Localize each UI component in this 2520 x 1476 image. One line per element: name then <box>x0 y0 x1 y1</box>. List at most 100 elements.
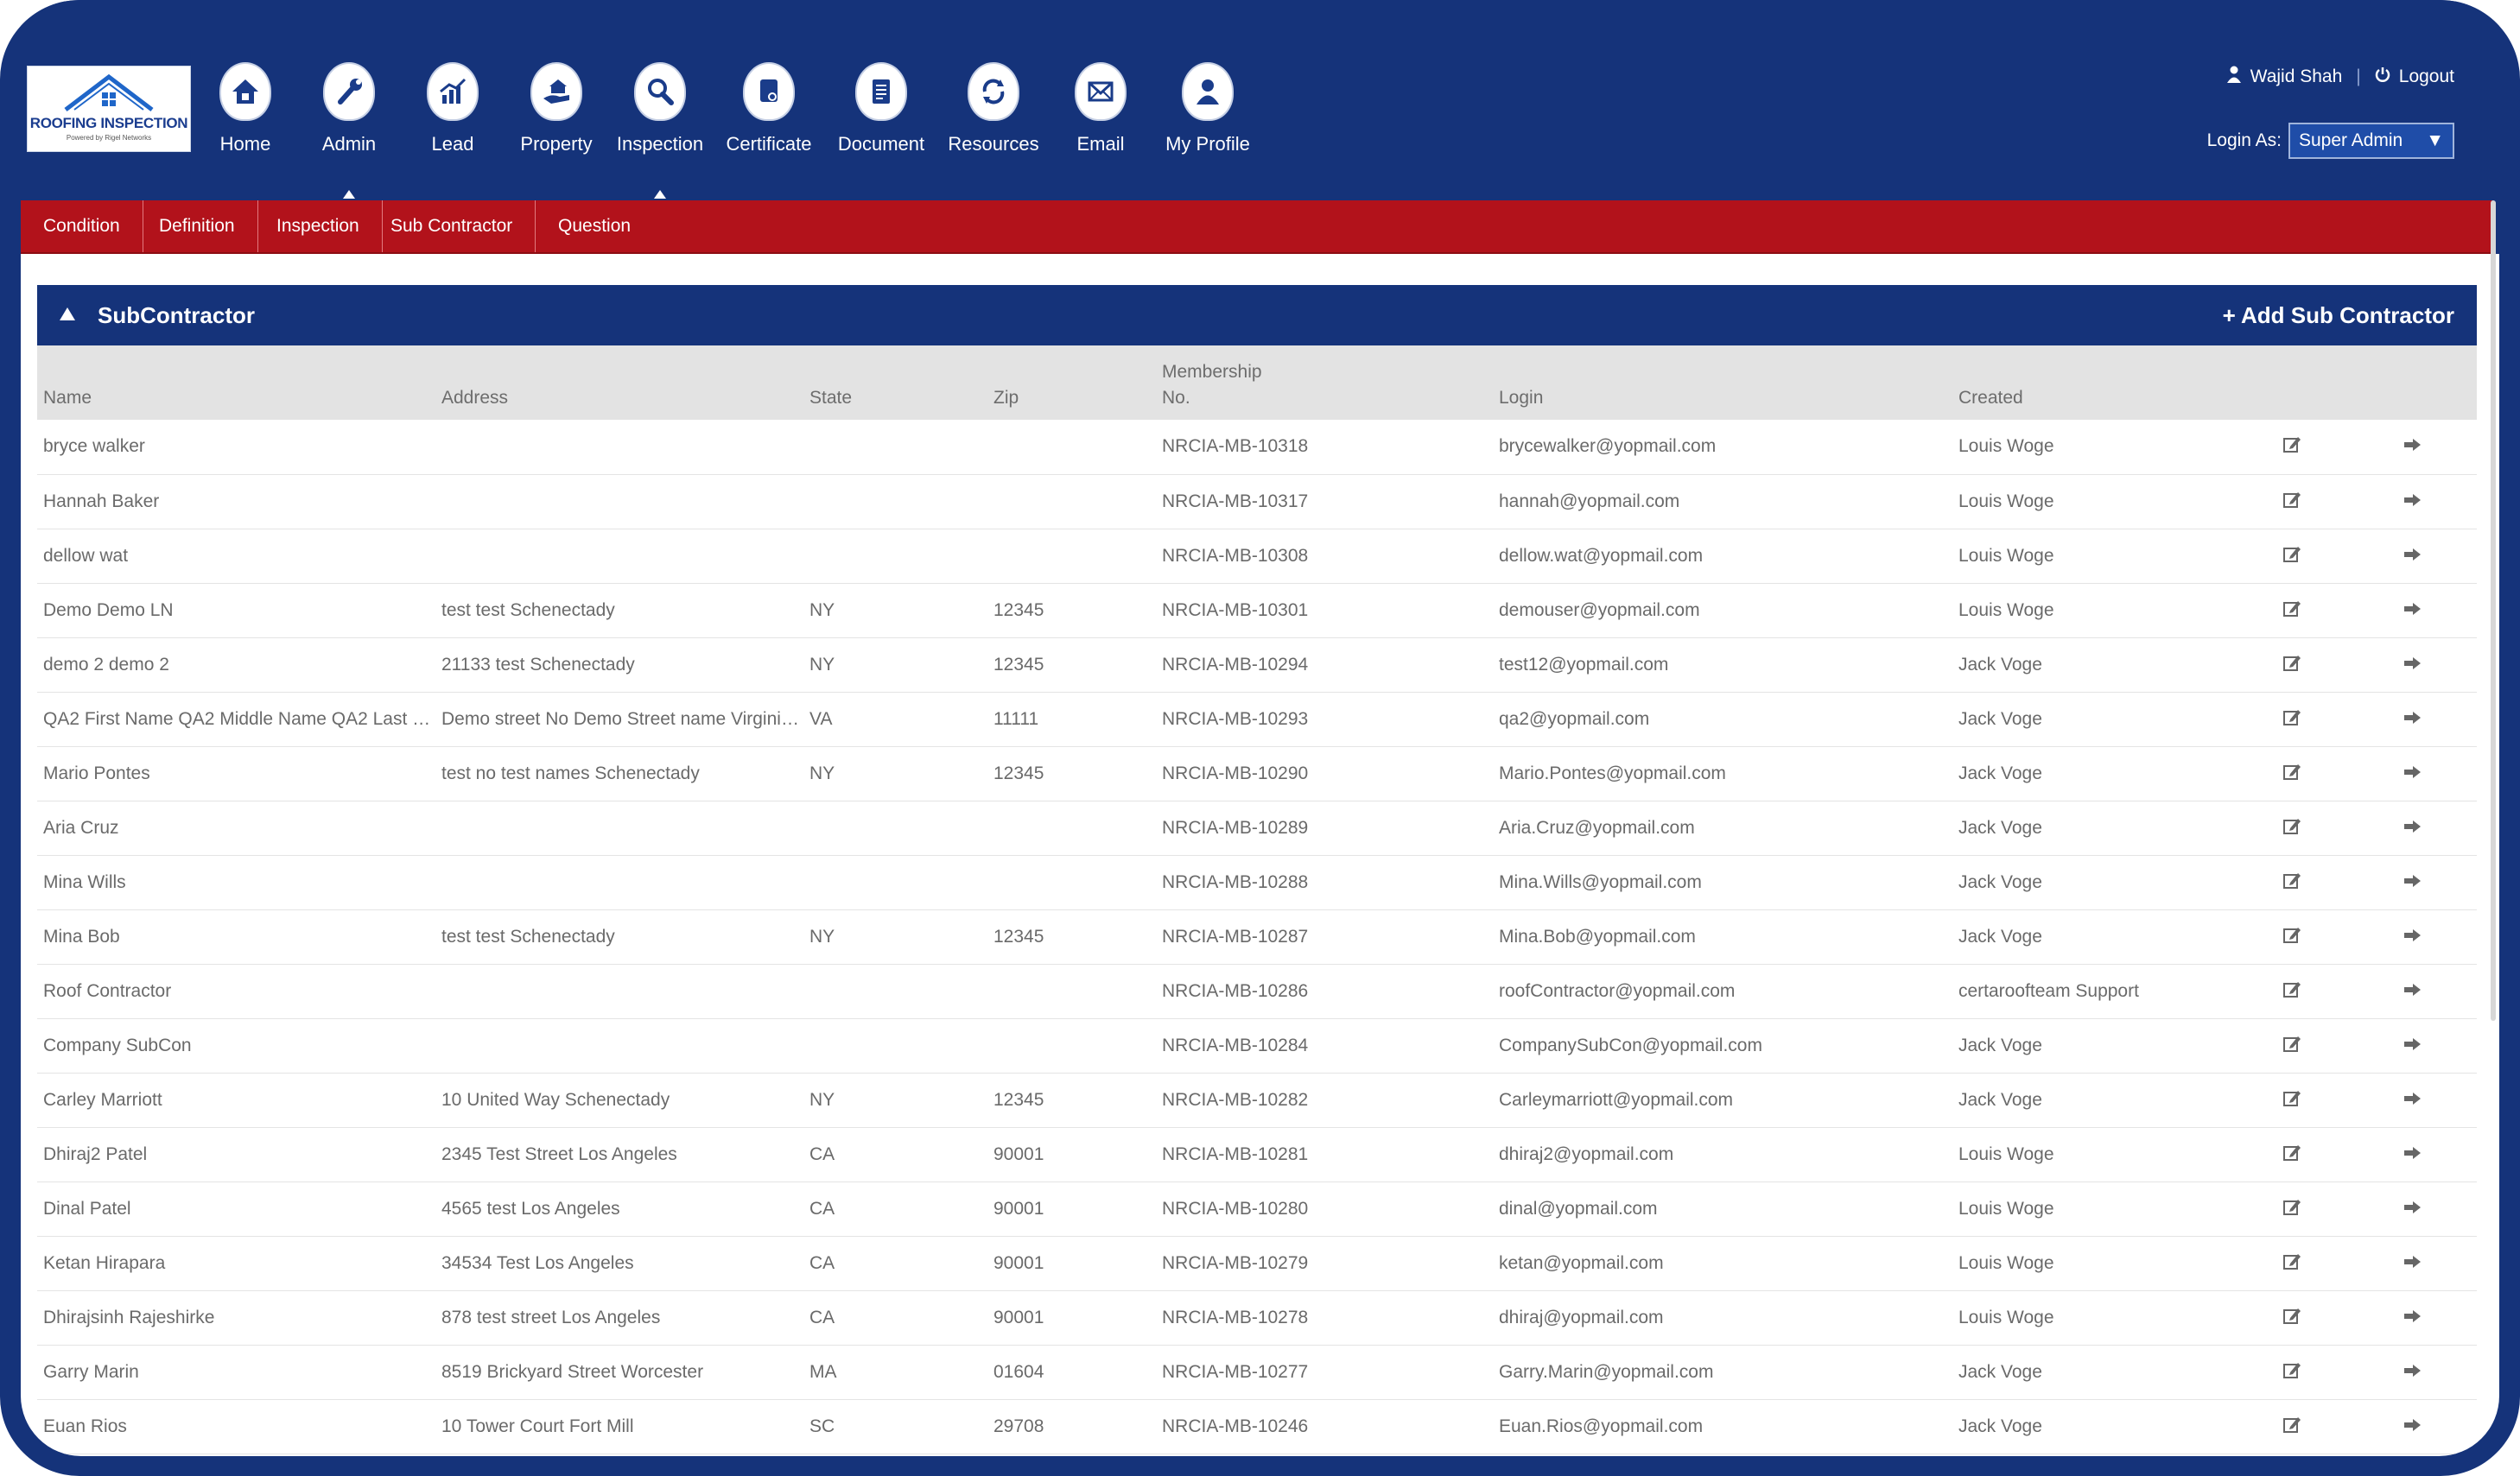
col-state[interactable]: State <box>809 388 853 408</box>
collapse-triangle-icon[interactable] <box>60 307 75 320</box>
subnav-inspection[interactable]: Inspection <box>254 200 383 252</box>
table-row[interactable]: QA2 First Name QA2 Middle Name QA2 Last … <box>37 692 2477 746</box>
subnav-question[interactable]: Question <box>558 216 632 236</box>
nav-inspection[interactable]: Inspection <box>608 62 712 199</box>
nav-certificate[interactable]: Certificate <box>717 62 821 155</box>
table-row[interactable]: Dinal Patel 4565 test Los Angeles CA 90001 N… <box>37 1181 2477 1236</box>
logout-link[interactable]: Logout <box>2398 67 2454 86</box>
cell-edit <box>2236 801 2348 855</box>
edit-icon[interactable] <box>2282 925 2301 949</box>
table-row[interactable]: demo 2 demo 2 21133 test Schenectady NY 123… <box>37 637 2477 692</box>
login-as-arrow-icon[interactable] <box>2403 1308 2422 1328</box>
nav-my-profile[interactable]: My Profile <box>1156 62 1260 155</box>
nav-resources[interactable]: Resources <box>942 62 1045 155</box>
cell-name: Mario Pontes <box>43 763 150 783</box>
login-as-arrow-icon[interactable] <box>2403 818 2422 839</box>
table-row[interactable]: Hannah Baker NRCIA-MB-10317 hannah@yopmail… <box>37 474 2477 529</box>
login-as-arrow-icon[interactable] <box>2403 1199 2422 1219</box>
table-row[interactable]: Ketan Hirapara 34534 Test Los Angeles CA 90… <box>37 1236 2477 1290</box>
table-row[interactable]: Carley Marriott 10 United Way Schenectady… <box>37 1073 2477 1127</box>
login-as-arrow-icon[interactable] <box>2403 546 2422 567</box>
cell-edit <box>2236 529 2348 583</box>
edit-icon[interactable] <box>2282 434 2301 459</box>
edit-icon[interactable] <box>2282 816 2301 840</box>
edit-icon[interactable] <box>2282 653 2301 677</box>
login-as-arrow-icon[interactable] <box>2403 927 2422 947</box>
nav-admin[interactable]: Admin <box>297 62 401 199</box>
col-login[interactable]: Login <box>1499 388 1544 408</box>
login-as-arrow-icon[interactable] <box>2403 981 2422 1002</box>
login-as-arrow-icon[interactable] <box>2403 600 2422 621</box>
cell-created: Jack Voge <box>1958 817 2042 838</box>
edit-icon[interactable] <box>2282 979 2301 1004</box>
login-as-arrow-icon[interactable] <box>2403 763 2422 784</box>
login-as-arrow-icon[interactable] <box>2403 1416 2422 1437</box>
table-row[interactable]: Roof Contractor NRCIA-MB-10286 roofContrac… <box>37 964 2477 1018</box>
table-row[interactable]: Dhiraj2 Patel 2345 Test Street Los Angele… <box>37 1127 2477 1181</box>
edit-icon[interactable] <box>2282 599 2301 623</box>
edit-icon[interactable] <box>2282 490 2301 514</box>
edit-icon[interactable] <box>2282 1143 2301 1167</box>
table-row[interactable]: Mina Bob test test Schenectady NY 12345 NRCI… <box>37 909 2477 964</box>
edit-icon[interactable] <box>2282 1088 2301 1112</box>
table-row[interactable]: Demo Demo LN test test Schenectady NY 12345… <box>37 583 2477 637</box>
add-sub-contractor-button[interactable]: + Add Sub Contractor <box>2222 301 2454 328</box>
edit-icon[interactable] <box>2282 1306 2301 1330</box>
edit-icon[interactable] <box>2282 871 2301 895</box>
edit-icon[interactable] <box>2282 544 2301 568</box>
cell-action <box>2348 1236 2477 1290</box>
login-as-arrow-icon[interactable] <box>2403 1144 2422 1165</box>
login-as-select[interactable]: Super Admin ▼ <box>2288 123 2454 159</box>
edit-icon[interactable] <box>2282 1360 2301 1384</box>
login-as-arrow-icon[interactable] <box>2403 491 2422 512</box>
login-as-arrow-icon[interactable] <box>2403 709 2422 730</box>
table-row[interactable]: dellow wat NRCIA-MB-10308 dellow.wat@yopma… <box>37 529 2477 583</box>
edit-icon[interactable] <box>2282 707 2301 732</box>
table-row[interactable]: Mario Pontes test no test names Schenecta… <box>37 746 2477 801</box>
login-as-arrow-icon[interactable] <box>2403 872 2422 893</box>
cell-action <box>2348 1073 2477 1127</box>
scrollbar[interactable] <box>2491 200 2496 1021</box>
subnav-definition[interactable]: Definition <box>136 200 258 252</box>
subnav-sub-contractor[interactable]: Sub Contractor <box>368 200 536 252</box>
edit-icon[interactable] <box>2282 1415 2301 1439</box>
col-zip[interactable]: Zip <box>993 388 1019 408</box>
cell-action <box>2348 964 2477 1018</box>
login-as-arrow-icon[interactable] <box>2403 1036 2422 1056</box>
user-name[interactable]: Wajid Shah <box>2250 67 2343 86</box>
nav-label: Certificate <box>726 133 812 155</box>
envelope-icon <box>1075 62 1127 121</box>
cell-created: Jack Voge <box>1958 763 2042 783</box>
login-as-arrow-icon[interactable] <box>2403 655 2422 675</box>
app-logo[interactable]: ROOFING INSPECTION Powered by Rigel Netw… <box>27 66 191 152</box>
login-as-arrow-icon[interactable] <box>2403 1362 2422 1383</box>
login-as-arrow-icon[interactable] <box>2403 1253 2422 1274</box>
table-row[interactable]: Dhirajsinh Rajeshirke 878 test street Los… <box>37 1290 2477 1345</box>
cell-edit <box>2236 420 2348 474</box>
login-as-arrow-icon[interactable] <box>2403 1090 2422 1111</box>
table-row[interactable]: bryce walker NRCIA-MB-10318 brycewalker@yo… <box>37 420 2477 474</box>
table-row[interactable]: Euan Rios 10 Tower Court Fort Mill SC 29708… <box>37 1399 2477 1454</box>
nav-home[interactable]: Home <box>194 62 297 155</box>
table-row[interactable]: Company SubCon NRCIA-MB-10284 CompanySubCo… <box>37 1018 2477 1073</box>
col-created[interactable]: Created <box>1958 388 2023 408</box>
subnav-condition[interactable]: Condition <box>21 200 143 252</box>
col-name[interactable]: Name <box>43 388 92 408</box>
table-header-row: Name Address State Zip Membership No. Lo… <box>37 345 2477 420</box>
edit-icon[interactable] <box>2282 1197 2301 1221</box>
edit-icon[interactable] <box>2282 1034 2301 1058</box>
table-row[interactable]: Mina Wills NRCIA-MB-10288 Mina.Wills@yopma… <box>37 855 2477 909</box>
table-row[interactable]: Garry Marin 8519 Brickyard Street Worcest… <box>37 1345 2477 1399</box>
cell-address: 8519 Brickyard Street Worcester <box>441 1361 704 1382</box>
nav-email[interactable]: Email <box>1049 62 1152 155</box>
edit-icon[interactable] <box>2282 1251 2301 1276</box>
nav-property[interactable]: Property <box>505 62 608 155</box>
login-as-arrow-icon[interactable] <box>2403 436 2422 457</box>
col-membership[interactable]: Membership No. <box>1156 345 1493 420</box>
edit-icon[interactable] <box>2282 762 2301 786</box>
col-address[interactable]: Address <box>441 388 509 408</box>
nav-document[interactable]: Document <box>829 62 933 155</box>
nav-lead[interactable]: Lead <box>401 62 505 155</box>
table-row[interactable]: Aria Cruz NRCIA-MB-10289 Aria.Cruz@yopmail… <box>37 801 2477 855</box>
nav-label: Admin <box>321 133 377 155</box>
